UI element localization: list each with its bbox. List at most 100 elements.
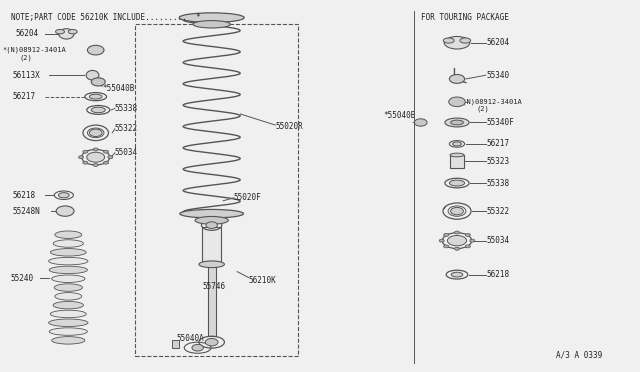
Text: FOR TOURING PACKAGE: FOR TOURING PACKAGE xyxy=(420,13,509,22)
Ellipse shape xyxy=(51,310,86,318)
Circle shape xyxy=(444,233,449,236)
Text: 55322: 55322 xyxy=(115,124,138,133)
Ellipse shape xyxy=(86,70,99,80)
Circle shape xyxy=(93,163,99,166)
Ellipse shape xyxy=(193,20,230,28)
Circle shape xyxy=(454,247,460,250)
Ellipse shape xyxy=(449,180,465,186)
Text: 55323: 55323 xyxy=(487,157,510,166)
Text: 55248N: 55248N xyxy=(13,206,40,216)
Circle shape xyxy=(104,161,109,164)
Ellipse shape xyxy=(54,284,83,291)
Text: 56204: 56204 xyxy=(487,38,510,47)
Text: (2): (2) xyxy=(19,54,32,61)
Ellipse shape xyxy=(49,319,88,327)
Text: 56218: 56218 xyxy=(13,191,36,200)
Text: 55340F: 55340F xyxy=(487,118,515,127)
Circle shape xyxy=(79,156,84,159)
Ellipse shape xyxy=(87,152,104,162)
Circle shape xyxy=(93,148,99,151)
Circle shape xyxy=(444,245,449,248)
Ellipse shape xyxy=(199,261,225,267)
Ellipse shape xyxy=(451,120,463,125)
Circle shape xyxy=(104,150,109,153)
Circle shape xyxy=(206,222,218,228)
Text: *55040B: *55040B xyxy=(102,84,134,93)
Ellipse shape xyxy=(56,29,65,34)
Text: 56113X: 56113X xyxy=(13,71,40,80)
Circle shape xyxy=(439,239,444,242)
Text: 55340: 55340 xyxy=(487,71,510,80)
Circle shape xyxy=(83,150,88,153)
Text: *55040B: *55040B xyxy=(384,111,416,121)
Bar xyxy=(202,227,221,264)
Text: 56210K: 56210K xyxy=(248,276,276,285)
Ellipse shape xyxy=(179,13,244,22)
Text: NOTE;PART CODE 56210K INCLUDE.........  *: NOTE;PART CODE 56210K INCLUDE......... * xyxy=(11,13,200,22)
Text: 56217: 56217 xyxy=(487,140,510,148)
Text: 55338: 55338 xyxy=(115,104,138,113)
Ellipse shape xyxy=(53,240,83,247)
Ellipse shape xyxy=(68,29,77,34)
Text: 55020R: 55020R xyxy=(275,122,303,131)
Text: 56218: 56218 xyxy=(487,270,510,279)
Bar xyxy=(135,23,298,356)
Ellipse shape xyxy=(55,293,82,300)
Text: *(N)08912-3401A: *(N)08912-3401A xyxy=(3,47,67,53)
Circle shape xyxy=(192,344,204,351)
Text: 55040A: 55040A xyxy=(177,334,204,343)
Ellipse shape xyxy=(49,328,88,335)
Text: 55034: 55034 xyxy=(115,148,138,157)
Ellipse shape xyxy=(444,38,454,43)
Ellipse shape xyxy=(55,231,82,238)
Circle shape xyxy=(465,245,470,248)
Ellipse shape xyxy=(447,235,467,246)
Ellipse shape xyxy=(52,337,85,344)
Text: *(N)08912-3401A: *(N)08912-3401A xyxy=(459,99,523,105)
Circle shape xyxy=(90,129,102,137)
Circle shape xyxy=(88,45,104,55)
Ellipse shape xyxy=(51,248,86,256)
Ellipse shape xyxy=(92,107,105,113)
Circle shape xyxy=(83,161,88,164)
Text: 55020F: 55020F xyxy=(234,193,262,202)
Text: 55338: 55338 xyxy=(487,179,510,187)
Ellipse shape xyxy=(180,209,244,218)
Bar xyxy=(207,260,216,336)
Circle shape xyxy=(205,339,218,346)
Ellipse shape xyxy=(52,275,85,282)
Bar xyxy=(450,155,464,167)
Circle shape xyxy=(56,206,74,216)
Ellipse shape xyxy=(451,272,463,277)
Text: 55746: 55746 xyxy=(203,282,226,291)
Ellipse shape xyxy=(90,94,102,99)
Circle shape xyxy=(470,239,475,242)
Ellipse shape xyxy=(460,38,470,43)
Circle shape xyxy=(449,74,465,83)
Ellipse shape xyxy=(450,153,464,157)
Ellipse shape xyxy=(58,193,69,198)
Ellipse shape xyxy=(59,29,74,39)
Circle shape xyxy=(454,231,460,234)
Text: 55322: 55322 xyxy=(487,206,510,216)
Circle shape xyxy=(451,208,463,215)
Circle shape xyxy=(449,97,465,107)
Text: 56217: 56217 xyxy=(13,92,36,101)
Text: (2): (2) xyxy=(477,105,490,112)
Bar xyxy=(172,340,179,348)
Ellipse shape xyxy=(444,36,470,49)
Ellipse shape xyxy=(195,217,228,224)
Ellipse shape xyxy=(445,118,469,127)
Circle shape xyxy=(465,233,470,236)
Circle shape xyxy=(108,156,113,159)
Text: 55034: 55034 xyxy=(487,236,510,245)
Text: 55240: 55240 xyxy=(11,274,34,283)
Circle shape xyxy=(414,119,427,126)
Circle shape xyxy=(92,78,105,86)
Text: 56204: 56204 xyxy=(15,29,38,38)
Ellipse shape xyxy=(53,301,83,309)
Ellipse shape xyxy=(49,266,88,274)
Text: A/3 A 0339: A/3 A 0339 xyxy=(556,350,602,359)
Ellipse shape xyxy=(452,142,461,146)
Ellipse shape xyxy=(49,257,88,265)
